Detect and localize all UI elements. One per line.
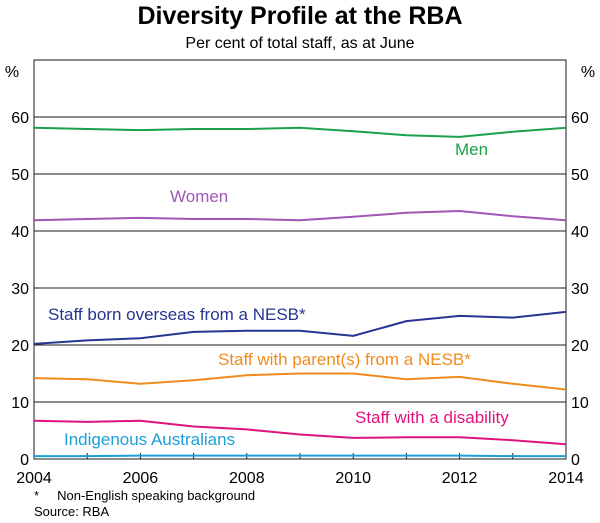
series-line-3 <box>33 372 567 391</box>
y-tick-label-left: 60 <box>11 110 29 127</box>
gridlines <box>34 116 566 403</box>
x-tick-label: 2006 <box>123 470 159 487</box>
y-tick-label-right: 60 <box>571 110 589 127</box>
label-indigenous: Indigenous Australians <box>64 430 235 449</box>
label-women: Women <box>170 187 228 206</box>
y-tick-label-left: 50 <box>11 167 29 184</box>
series-line-0 <box>33 126 567 138</box>
label-staff-born-overseas: Staff born overseas from a NESB* <box>48 305 306 324</box>
x-tick-label: 2004 <box>16 470 52 487</box>
chart-title: Diversity Profile at the RBA <box>137 2 462 30</box>
x-tick-label: 2010 <box>335 470 371 487</box>
x-tick-labels: 2004 2006 2008 2010 2012 2014 <box>16 470 584 487</box>
y-tick-label-left: 0 <box>20 452 29 469</box>
plot-frame <box>33 59 567 460</box>
y-tick-label-right: 50 <box>571 167 589 184</box>
series-lines <box>33 126 567 458</box>
label-men: Men <box>455 140 488 159</box>
label-staff-disability: Staff with a disability <box>355 408 509 427</box>
series-line-1 <box>33 210 567 222</box>
x-tick-label: 2014 <box>548 470 584 487</box>
y-tick-label-left: 40 <box>11 224 29 241</box>
chart-subtitle: Per cent of total staff, as at June <box>185 35 414 52</box>
series-line-4 <box>33 419 567 446</box>
y-unit-left: % <box>5 64 19 81</box>
y-tick-labels: 0 0 10 10 20 20 30 30 40 40 50 50 60 60 <box>11 110 589 469</box>
y-tick-label-right: 0 <box>571 452 580 469</box>
y-tick-label-left: 30 <box>11 281 29 298</box>
y-tick-label-left: 20 <box>11 338 29 355</box>
x-tick-label: 2008 <box>229 470 265 487</box>
y-tick-label-left: 10 <box>11 395 29 412</box>
series-line-2 <box>33 310 567 345</box>
y-tick-label-right: 30 <box>571 281 589 298</box>
source-note: Source: RBA <box>34 504 109 519</box>
y-tick-label-right: 10 <box>571 395 589 412</box>
x-tick-label: 2012 <box>442 470 478 487</box>
footnote: * Non-English speaking background <box>34 488 255 503</box>
y-unit-right: % <box>581 64 595 81</box>
series-line-5 <box>34 454 566 458</box>
y-tick-label-right: 20 <box>571 338 589 355</box>
y-tick-label-right: 40 <box>571 224 589 241</box>
label-staff-parents-nesb: Staff with parent(s) from a NESB* <box>218 350 471 369</box>
